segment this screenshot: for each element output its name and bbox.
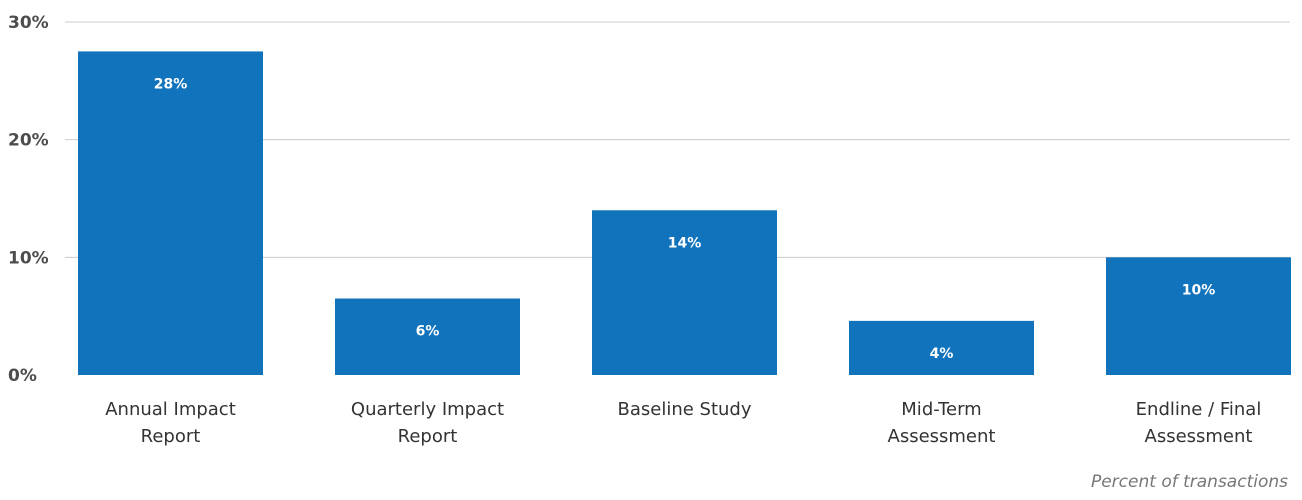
x-tick-label: Mid-Term — [901, 399, 981, 420]
bar-data-label: 14% — [668, 235, 702, 251]
bars — [78, 51, 1291, 376]
x-tick-label: Report — [398, 426, 458, 447]
y-tick-label: 20% — [8, 131, 49, 151]
bar — [1106, 257, 1291, 375]
y-tick-label: 10% — [8, 248, 49, 268]
bar-data-label: 6% — [416, 324, 440, 340]
bar-data-label: 28% — [154, 76, 188, 92]
x-tick-label: Report — [141, 426, 201, 447]
x-tick-label: Baseline Study — [617, 399, 751, 420]
x-tick-label: Quarterly Impact — [351, 399, 504, 420]
bar — [849, 320, 1034, 375]
bar-data-label: 10% — [1182, 282, 1216, 298]
x-tick-label: Assessment — [888, 426, 996, 447]
bar — [335, 298, 520, 375]
data-labels: 28% 6% 14% 4% 10% — [154, 76, 1216, 361]
bar — [592, 210, 777, 375]
x-tick-label: Endline / Final — [1136, 399, 1262, 420]
x-tick-label: Assessment — [1145, 426, 1253, 447]
x-axis-ticks: Annual Impact Report Quarterly Impact Repor… — [105, 399, 1261, 447]
y-tick-label: 30% — [8, 13, 49, 33]
bar-chart: 0% 10% 20% 30% 28% 6% 14% 4% 10% Annual Impact R… — [8, 13, 1291, 447]
y-tick-label: 0% — [8, 366, 37, 386]
y-axis-ticks: 0% 10% 20% 30% — [8, 13, 49, 386]
bar-data-label: 4% — [930, 346, 954, 362]
chart-note: Percent of transactions — [1090, 472, 1288, 492]
bar — [78, 51, 263, 376]
x-tick-label: Annual Impact — [105, 399, 236, 420]
